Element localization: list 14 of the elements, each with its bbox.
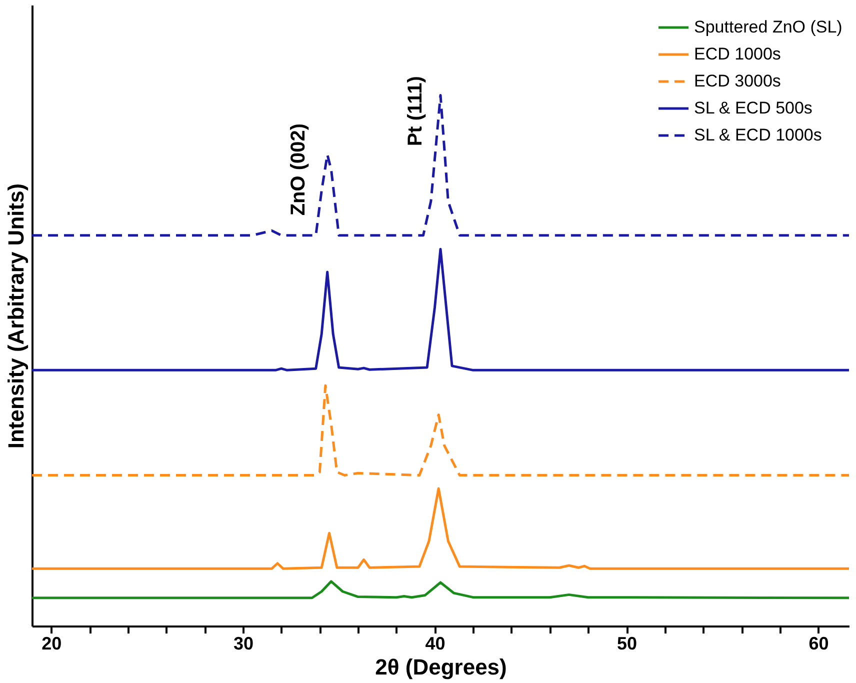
- legend-label: SL & ECD 500s: [694, 98, 812, 118]
- legend-label: Sputtered ZnO (SL): [694, 18, 842, 36]
- x-tick-label: 60: [808, 634, 829, 654]
- legend-label: ECD 1000s: [694, 44, 781, 64]
- x-tick-label: 20: [42, 634, 62, 654]
- annotation: Pt (111): [404, 76, 427, 146]
- x-axis-title: 2θ (Degrees): [375, 654, 507, 680]
- y-axis-title: Intensity (Arbitrary Units): [4, 183, 28, 449]
- x-tick-label: 50: [617, 634, 638, 654]
- legend-label: SL & ECD 1000s: [694, 126, 822, 144]
- annotation: ZnO (002): [288, 123, 310, 216]
- x-tick-label: 40: [425, 634, 446, 654]
- x-tick-label: 30: [233, 634, 254, 654]
- legend-label: ECD 3000s: [694, 72, 781, 90]
